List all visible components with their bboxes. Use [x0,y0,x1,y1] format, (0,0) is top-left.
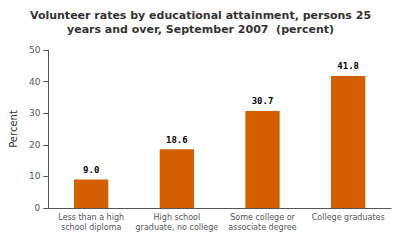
svg-text:18.6: 18.6 [166,135,188,145]
svg-text:40: 40 [29,77,41,87]
svg-text:school diploma: school diploma [61,223,121,232]
svg-text:41.8: 41.8 [337,61,359,71]
svg-text:Percent: Percent [8,110,19,148]
svg-text:9.0: 9.0 [83,165,99,175]
svg-text:30: 30 [29,108,41,118]
svg-text:20: 20 [29,140,41,150]
svg-text:30.7: 30.7 [252,96,274,106]
svg-text:10: 10 [29,171,41,181]
svg-text:Volunteer rates by educational: Volunteer rates by educational attainmen… [30,9,371,22]
svg-text:associate degree: associate degree [228,223,296,232]
svg-text:High school: High school [154,213,201,222]
svg-text:Some college or: Some college or [230,213,295,222]
svg-text:years and over, September 2007: years and over, September 2007 (percent) [67,23,334,36]
svg-text:College graduates: College graduates [312,213,385,222]
svg-text:50: 50 [29,45,41,55]
svg-text:Less than a high: Less than a high [58,213,124,222]
svg-text:graduate, no college: graduate, no college [136,223,219,232]
svg-text:0: 0 [35,203,41,213]
